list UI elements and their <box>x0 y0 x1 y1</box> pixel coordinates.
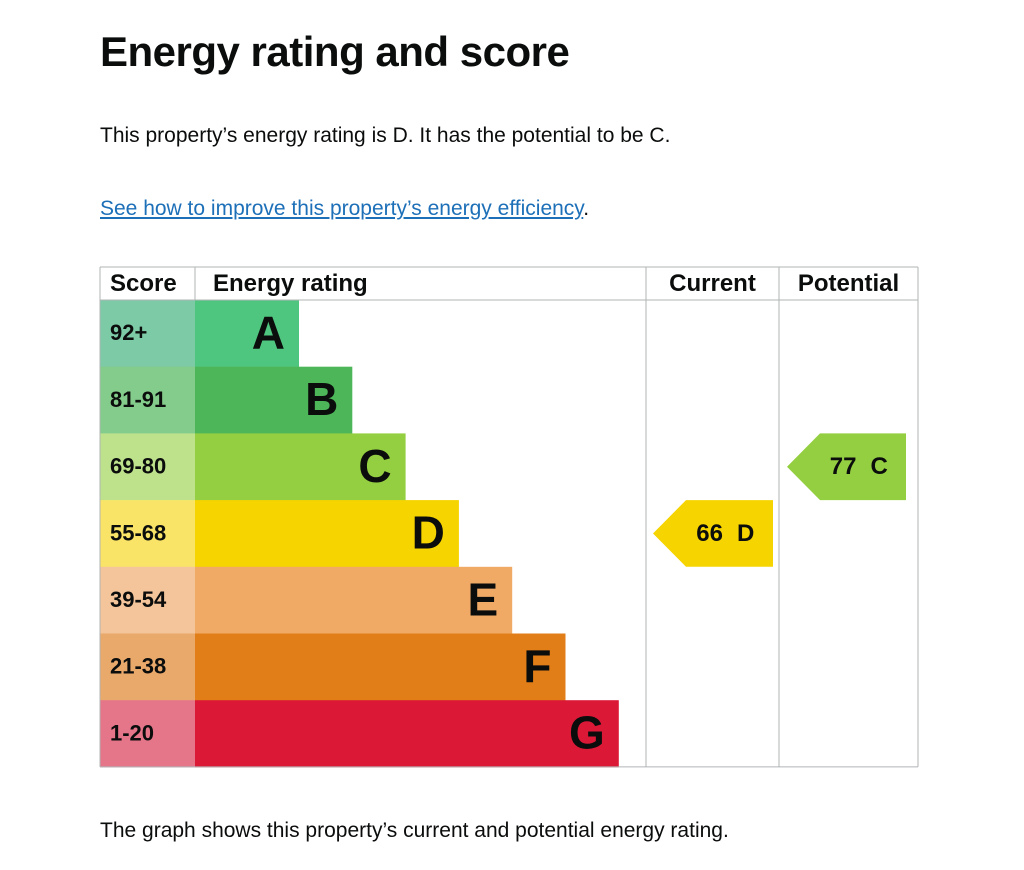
score-cell <box>100 633 195 701</box>
heading: Energy rating and score <box>100 28 570 75</box>
score-cell <box>100 300 195 368</box>
column-header: Current <box>669 270 756 297</box>
band-letter: D <box>412 507 445 559</box>
band-letter: G <box>569 707 605 759</box>
score-range: 39-54 <box>110 587 167 612</box>
score-cell <box>100 366 195 434</box>
score-range: 21-38 <box>110 654 166 679</box>
band-letter: A <box>252 307 285 359</box>
column-header: Score <box>110 270 177 297</box>
current-score: 66 <box>696 520 723 547</box>
rating-bar <box>195 300 299 368</box>
column-header: Energy rating <box>213 270 368 297</box>
intro: This property’s energy rating is D. It h… <box>100 124 671 147</box>
rating-bar <box>195 500 459 568</box>
rating-bar <box>195 700 619 768</box>
score-cell <box>100 433 195 501</box>
band-letter: B <box>305 373 338 425</box>
current-arrow <box>653 500 773 567</box>
link-suffix: . <box>583 197 590 220</box>
potential-arrow <box>787 433 906 501</box>
rating-bar <box>195 433 406 501</box>
potential-band: C <box>871 453 888 480</box>
score-range: 81-91 <box>110 387 166 412</box>
score-range: 69-80 <box>110 454 166 479</box>
score-range: 1-20 <box>110 720 154 745</box>
footer: The graph shows this property’s current … <box>100 819 729 842</box>
link-line: See how to improve this property’s energ… <box>100 197 589 221</box>
score-cell <box>100 500 195 568</box>
band-letter: C <box>358 440 391 492</box>
score-range: 55-68 <box>110 520 166 545</box>
rating-bar <box>195 566 513 634</box>
potential-score: 77 <box>830 453 857 480</box>
score-range: 92+ <box>110 320 147 345</box>
column-header: Potential <box>798 270 899 297</box>
score-cell <box>100 700 195 768</box>
rating-bar <box>195 366 353 434</box>
rating-bar <box>195 633 566 701</box>
band-letter: E <box>468 573 499 625</box>
improve-link[interactable]: See how to improve this property’s energ… <box>100 197 584 220</box>
band-letter: F <box>523 640 551 692</box>
current-band: D <box>737 520 754 547</box>
score-cell <box>100 566 195 634</box>
rating-chart: Score Energy rating Current Potential 92+ A 81… <box>99 266 919 768</box>
